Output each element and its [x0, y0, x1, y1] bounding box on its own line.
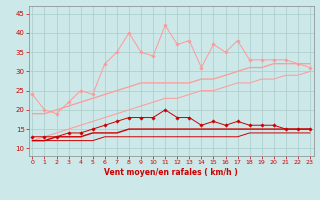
X-axis label: Vent moyen/en rafales ( km/h ): Vent moyen/en rafales ( km/h ) — [104, 168, 238, 177]
